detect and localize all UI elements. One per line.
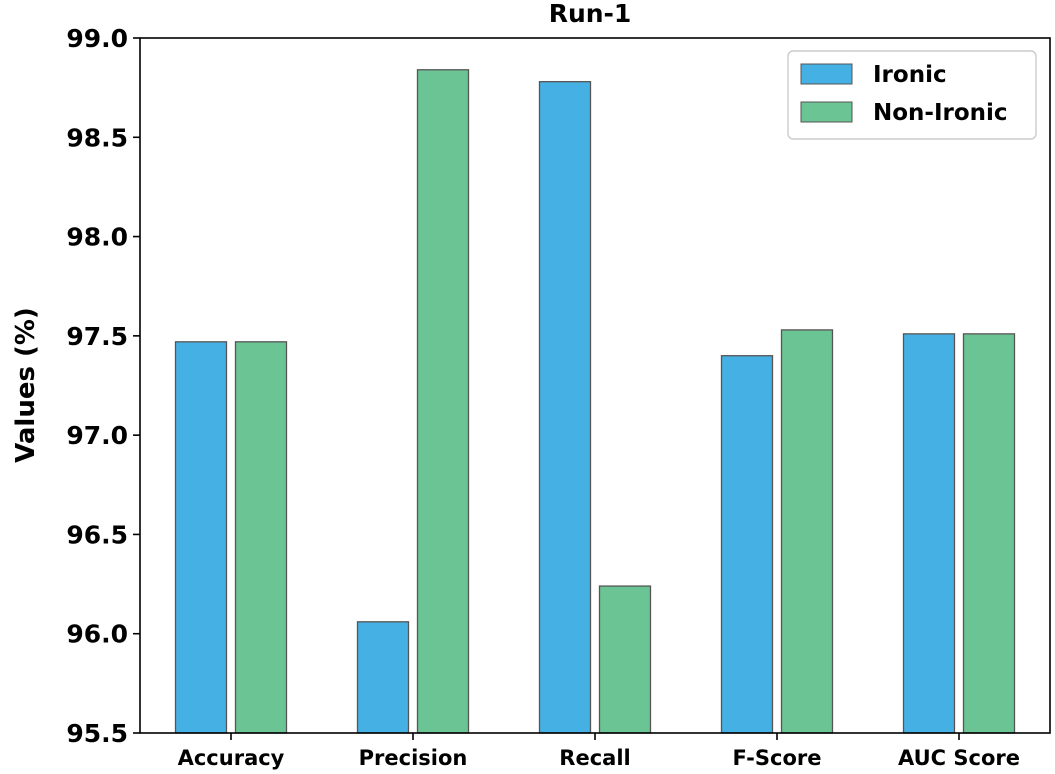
y-tick-label: 97.5 (66, 322, 128, 351)
y-tick-label: 96.0 (66, 620, 128, 649)
bar-ironic-f-score (720, 355, 774, 734)
legend-label-non-ironic: Non-Ironic (873, 100, 1008, 126)
bar-non-ironic-f-score (780, 329, 834, 734)
y-tick-label: 99.0 (66, 24, 128, 53)
x-tick-label: Recall (559, 746, 630, 770)
legend-swatch-ironic (800, 63, 853, 85)
y-tick-label: 98.5 (66, 123, 128, 152)
y-axis-label: Values (%) (11, 307, 41, 463)
y-tick-label: 98.0 (66, 223, 128, 252)
bar-non-ironic-precision (416, 69, 470, 734)
y-tick-label: 96.5 (66, 520, 128, 549)
x-tick-label: F-Score (732, 746, 821, 770)
x-axis-ticks: Accuracy Precision Recall F-Score AUC Score (178, 733, 1020, 770)
x-tick-label: Accuracy (178, 746, 285, 770)
plot-frame (139, 37, 1051, 734)
legend-swatch-non-ironic (800, 101, 853, 123)
bar-ironic-accuracy (174, 341, 228, 734)
y-tick-label: 97.0 (66, 421, 128, 450)
chart-title: Run-1 (549, 0, 632, 28)
legend-label-ironic: Ironic (873, 62, 947, 88)
bar-non-ironic-accuracy (234, 341, 288, 734)
bar-ironic-auc-score (902, 333, 956, 734)
bar-non-ironic-recall (598, 585, 652, 734)
legend: Ironic Non-Ironic (787, 50, 1037, 140)
bar-ironic-precision (356, 621, 410, 734)
y-tick-label: 95.5 (66, 719, 128, 748)
x-tick-label: Precision (359, 746, 468, 770)
x-tick-label: AUC Score (898, 746, 1020, 770)
bar-ironic-recall (538, 81, 592, 734)
y-axis-ticks: 95.5 96.0 96.5 97.0 97.5 98.0 98.5 99.0 (66, 24, 140, 748)
bar-non-ironic-auc-score (962, 333, 1016, 734)
bars (174, 69, 1016, 734)
